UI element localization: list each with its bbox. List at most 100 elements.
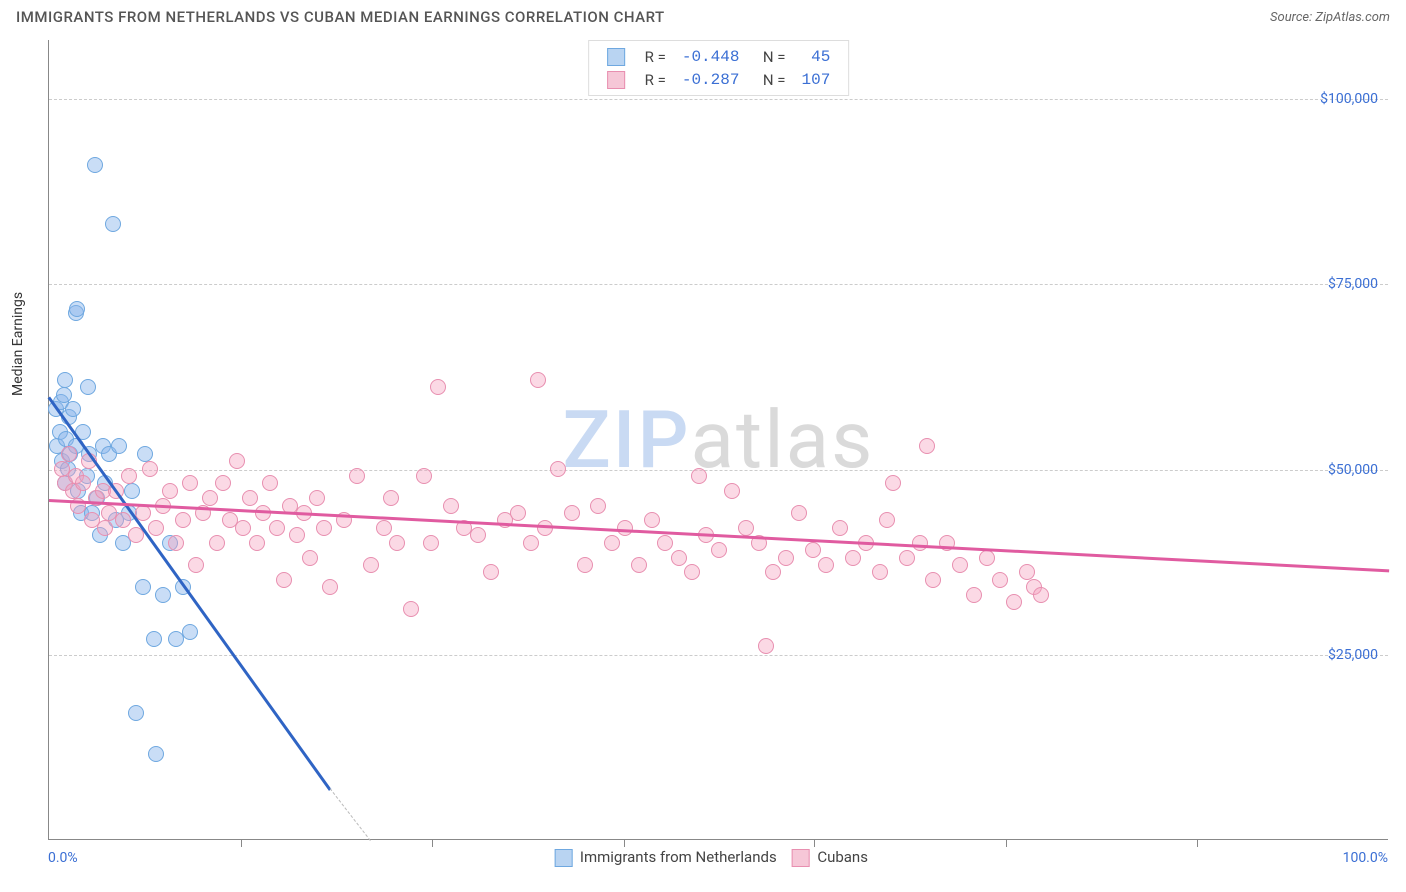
- data-point: [229, 453, 245, 469]
- data-point: [416, 468, 432, 484]
- data-point: [142, 461, 158, 477]
- legend-r-label: R =: [637, 68, 674, 91]
- chart-source: Source: ZipAtlas.com: [1270, 10, 1390, 25]
- data-point: [644, 512, 660, 528]
- data-point: [919, 438, 935, 454]
- legend-swatch: [554, 849, 572, 867]
- data-point: [75, 475, 91, 491]
- data-point: [56, 387, 72, 403]
- data-point: [604, 535, 620, 551]
- data-point: [111, 438, 127, 454]
- x-tick: [241, 839, 242, 847]
- data-point: [182, 475, 198, 491]
- data-point: [1019, 564, 1035, 580]
- data-point: [979, 550, 995, 566]
- data-point: [899, 550, 915, 566]
- data-point: [276, 572, 292, 588]
- data-point: [215, 475, 231, 491]
- data-point: [765, 564, 781, 580]
- data-point: [146, 631, 162, 647]
- data-point: [389, 535, 405, 551]
- data-point: [550, 461, 566, 477]
- legend-swatch: [792, 849, 810, 867]
- chart-title: IMMIGRANTS FROM NETHERLANDS VS CUBAN MED…: [16, 8, 665, 26]
- data-point: [590, 498, 606, 514]
- y-tick-label: $50,000: [1328, 462, 1378, 478]
- data-point: [202, 490, 218, 506]
- gridline: [49, 99, 1388, 100]
- y-tick-label: $25,000: [1328, 647, 1378, 663]
- data-point: [657, 535, 673, 551]
- watermark-atlas: atlas: [691, 393, 875, 487]
- data-point: [530, 372, 546, 388]
- legend-swatch: [607, 48, 625, 66]
- y-tick-label: $100,000: [1320, 91, 1378, 107]
- data-point: [182, 624, 198, 640]
- data-point: [242, 490, 258, 506]
- legend-r-value: -0.448: [674, 45, 748, 68]
- legend-swatch: [607, 71, 625, 89]
- data-point: [135, 579, 151, 595]
- watermark: ZIPatlas: [563, 393, 875, 487]
- data-point: [443, 498, 459, 514]
- data-point: [791, 505, 807, 521]
- y-tick-label: $75,000: [1328, 276, 1378, 292]
- data-point: [65, 401, 81, 417]
- data-point: [61, 446, 77, 462]
- data-point: [966, 587, 982, 603]
- data-point: [523, 535, 539, 551]
- gridline: [49, 470, 1388, 471]
- data-point: [188, 557, 204, 573]
- legend-r-label: R =: [637, 45, 674, 68]
- data-point: [97, 520, 113, 536]
- data-point: [510, 505, 526, 521]
- data-point: [758, 638, 774, 654]
- data-point: [483, 564, 499, 580]
- data-point: [912, 535, 928, 551]
- data-point: [209, 535, 225, 551]
- data-point: [577, 557, 593, 573]
- x-tick: [432, 839, 433, 847]
- regression-line: [49, 499, 1389, 572]
- watermark-zip: ZIP: [563, 393, 691, 487]
- data-point: [845, 550, 861, 566]
- data-point: [322, 579, 338, 595]
- data-point: [805, 542, 821, 558]
- data-point: [148, 746, 164, 762]
- data-point: [952, 557, 968, 573]
- data-point: [617, 520, 633, 536]
- chart-container: ZIPatlas $25,000 $50,000 $75,000 $100,000 R …: [48, 40, 1388, 840]
- series-legend: Immigrants from Netherlands Cubans: [554, 848, 883, 867]
- data-point: [69, 301, 85, 317]
- regression-line: [48, 396, 331, 790]
- data-point: [269, 520, 285, 536]
- x-tick: [1006, 839, 1007, 847]
- data-point: [470, 527, 486, 543]
- legend-n-value: 45: [794, 45, 839, 68]
- data-point: [711, 542, 727, 558]
- data-point: [124, 483, 140, 499]
- x-axis-min: 0.0%: [48, 850, 78, 866]
- data-point: [724, 483, 740, 499]
- gridline: [49, 284, 1388, 285]
- legend-series-label: Immigrants from Netherlands: [580, 848, 777, 866]
- data-point: [925, 572, 941, 588]
- legend-series-label: Cubans: [817, 848, 868, 866]
- data-point: [105, 216, 121, 232]
- data-point: [376, 520, 392, 536]
- data-point: [671, 550, 687, 566]
- data-point: [631, 557, 647, 573]
- data-point: [778, 550, 794, 566]
- chart-header: IMMIGRANTS FROM NETHERLANDS VS CUBAN MED…: [0, 0, 1406, 30]
- data-point: [57, 372, 73, 388]
- legend-n-label: N =: [747, 45, 793, 68]
- data-point: [235, 520, 251, 536]
- data-point: [430, 379, 446, 395]
- data-point: [1006, 594, 1022, 610]
- data-point: [885, 475, 901, 491]
- data-point: [423, 535, 439, 551]
- x-axis-max: 100.0%: [1343, 850, 1388, 866]
- data-point: [316, 520, 332, 536]
- correlation-legend: R =-0.448 N =45R =-0.287 N =107: [588, 40, 850, 96]
- x-tick: [1197, 839, 1198, 847]
